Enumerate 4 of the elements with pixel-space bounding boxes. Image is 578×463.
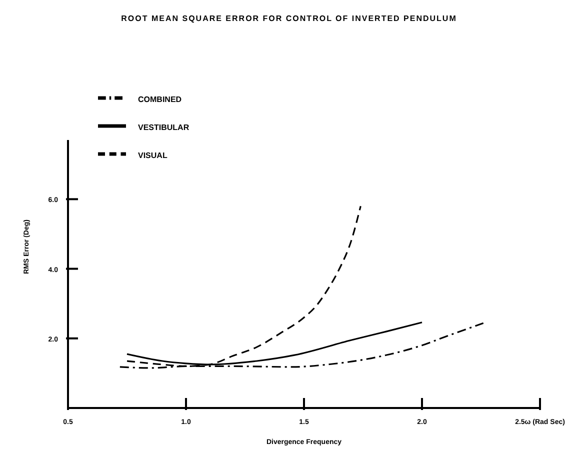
chart-title: ROOT MEAN SQUARE ERROR FOR CONTROL OF INVERTED PENDULUM [120,13,458,25]
legend-label: VISUAL [138,151,168,160]
legend-label: COMBINED [138,95,182,104]
legend-label: VESTIBULAR [138,123,190,132]
